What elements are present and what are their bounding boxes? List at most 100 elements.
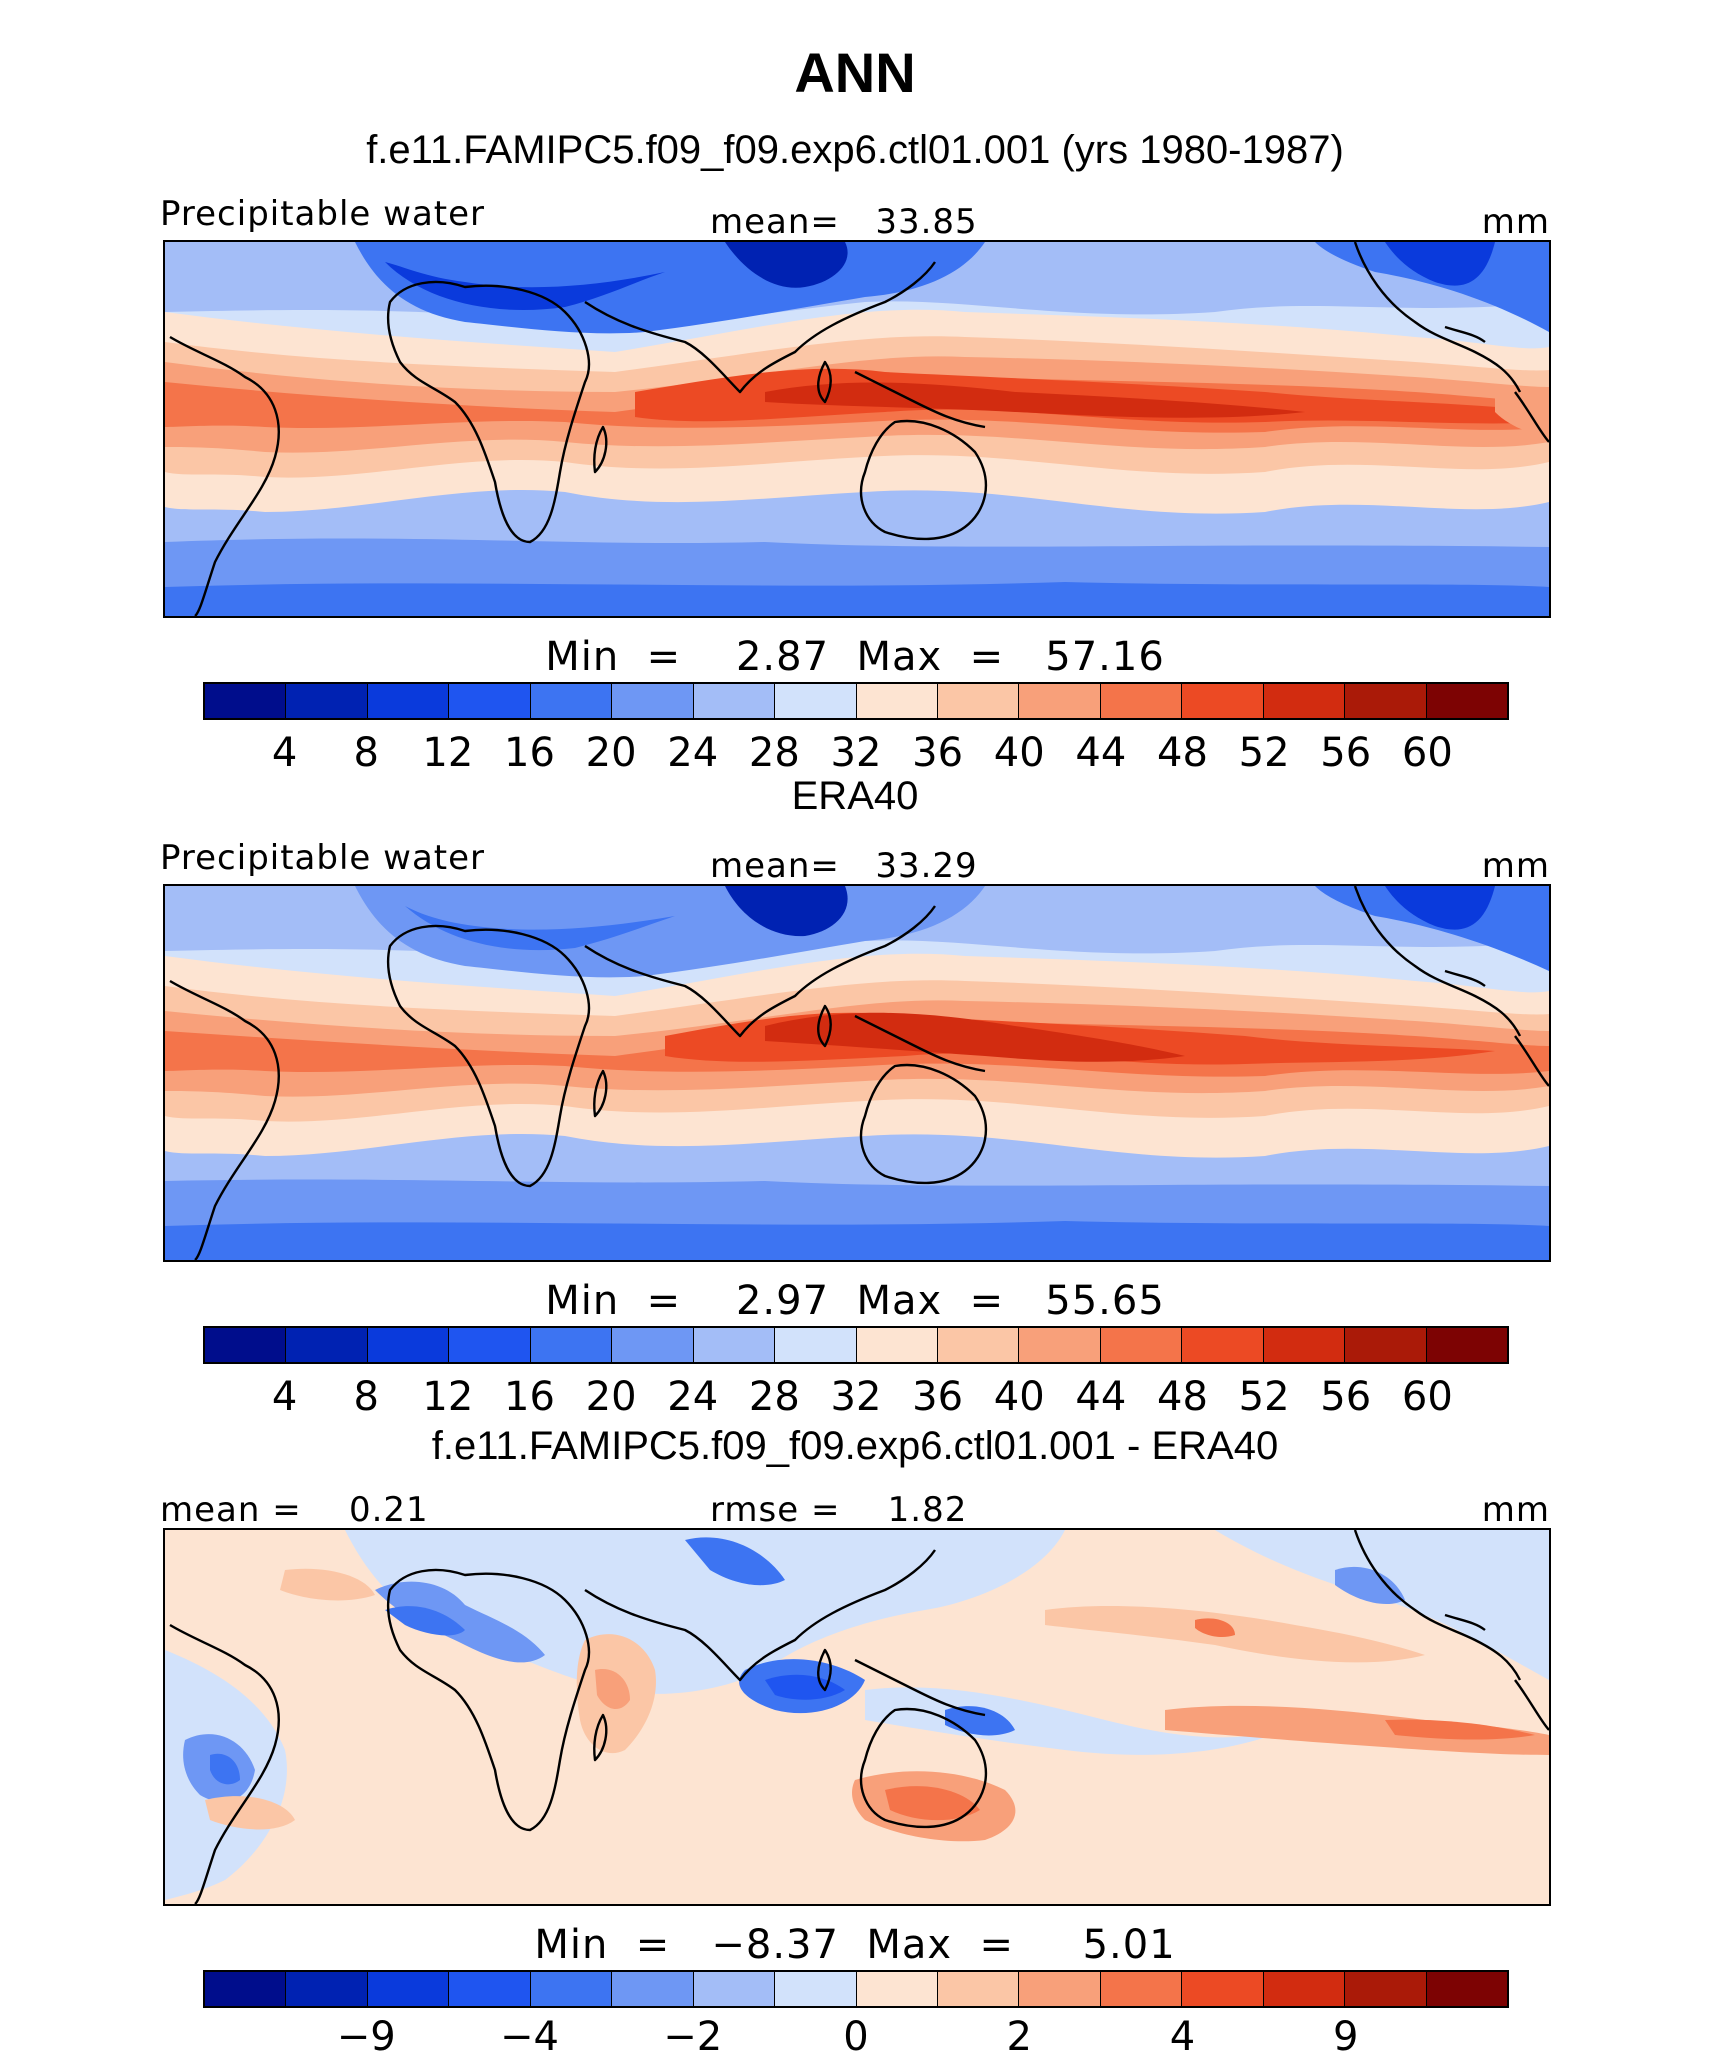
panel-3-title: f.e11.FAMIPC5.f09_f09.exp6.ctl01.001 - E… [431, 1424, 1279, 1468]
panel-1-minmax: Min = 2.87 Max = 57.16 [545, 634, 1165, 680]
colorbar-box [1426, 684, 1507, 718]
colorbar-box [856, 1972, 938, 2006]
panel-2-minmax: Min = 2.97 Max = 55.65 [545, 1278, 1165, 1324]
colorbar-box [1019, 1972, 1101, 2006]
colorbar-tick-label: −9 [336, 2014, 396, 2060]
colorbar-tick-label: 16 [504, 1374, 555, 1420]
colorbar-box [1182, 1972, 1264, 2006]
colorbar-box [286, 684, 368, 718]
panel-2-mean-label: mean= 33.29 [710, 846, 978, 886]
colorbar-box [856, 684, 938, 718]
colorbar-tick-label: 28 [748, 730, 800, 776]
colorbar-tick-label: 44 [1075, 730, 1127, 776]
panel-3-units: mm [1481, 1490, 1550, 1530]
colorbar-tick-label: 48 [1157, 1374, 1208, 1420]
colorbar-tick-label: 60 [1401, 1374, 1453, 1420]
colorbar-tick-label: 56 [1320, 730, 1372, 776]
colorbar-box [205, 1972, 287, 2006]
colorbar-box [530, 1972, 613, 2006]
colorbar-tick-label: −2 [663, 2014, 723, 2060]
panel-2-units: mm [1481, 846, 1550, 886]
colorbar-box [205, 1328, 287, 1362]
colorbar-box [1100, 684, 1183, 718]
colorbar-tick-label: 56 [1320, 1374, 1372, 1420]
colorbar-tick-label: 9 [1333, 2014, 1359, 2060]
colorbar-box [286, 1972, 368, 2006]
colorbar-box [286, 1328, 368, 1362]
panel-3-colorbar [203, 1970, 1509, 2008]
colorbar-tick-label: 16 [504, 730, 555, 776]
colorbar-tick-label: 0 [843, 2014, 869, 2060]
colorbar-tick-label: 4 [271, 730, 298, 776]
colorbar-tick-label: 8 [353, 730, 379, 776]
colorbar-tick-label: 12 [422, 1374, 474, 1420]
colorbar-tick-label: −4 [500, 2014, 559, 2060]
panel-1-colorbar [203, 682, 1509, 720]
colorbar-box [693, 1328, 776, 1362]
colorbar-tick-label: 24 [667, 1374, 719, 1420]
main-title: ANN [794, 41, 916, 104]
colorbar-box [367, 1972, 450, 2006]
panel-3-minmax: Min = −8.37 Max = 5.01 [534, 1922, 1176, 1968]
colorbar-tick-label: 36 [912, 730, 964, 776]
colorbar-tick-label: 8 [353, 1374, 379, 1420]
colorbar-box [612, 684, 694, 718]
colorbar-box [1019, 684, 1101, 718]
colorbar-box [937, 684, 1020, 718]
colorbar-box [449, 684, 531, 718]
panel-1-units: mm [1481, 202, 1550, 242]
colorbar-box [1182, 1328, 1264, 1362]
colorbar-box [1263, 1328, 1346, 1362]
colorbar-tick-label: 28 [748, 1374, 800, 1420]
colorbar-box [612, 1972, 694, 2006]
colorbar-box [1263, 1972, 1346, 2006]
colorbar-box [937, 1972, 1020, 2006]
panel-1-map [163, 240, 1551, 618]
colorbar-tick-label: 24 [667, 730, 719, 776]
colorbar-tick-label: 32 [830, 1374, 882, 1420]
colorbar-box [693, 684, 776, 718]
colorbar-box [775, 684, 857, 718]
colorbar-tick-label: 52 [1238, 1374, 1290, 1420]
colorbar-tick-label: 32 [830, 730, 882, 776]
colorbar-box [205, 684, 287, 718]
colorbar-box [612, 1328, 694, 1362]
colorbar-tick-label: 52 [1238, 730, 1290, 776]
colorbar-tick-label: 12 [422, 730, 474, 776]
panel-2-title: ERA40 [791, 774, 919, 818]
panel-1-title: f.e11.FAMIPC5.f09_f09.exp6.ctl01.001 (yr… [366, 128, 1344, 172]
colorbar-box [1263, 684, 1346, 718]
colorbar-tick-label: 40 [993, 730, 1045, 776]
colorbar-tick-label: 2 [1006, 2014, 1032, 2060]
colorbar-box [449, 1972, 531, 2006]
colorbar-box [1100, 1328, 1183, 1362]
panel-3-mean-label: mean = 0.21 [160, 1490, 429, 1530]
colorbar-tick-label: 48 [1157, 730, 1208, 776]
colorbar-box [1019, 1328, 1101, 1362]
colorbar-box [1426, 1972, 1507, 2006]
colorbar-box [367, 1328, 450, 1362]
colorbar-box [775, 1972, 857, 2006]
colorbar-tick-label: 40 [993, 1374, 1045, 1420]
colorbar-box [530, 684, 613, 718]
panel-2-colorbar [203, 1326, 1509, 1364]
colorbar-box [937, 1328, 1020, 1362]
colorbar-box [856, 1328, 938, 1362]
panel-1-variable-label: Precipitable water [160, 194, 486, 234]
colorbar-tick-label: 4 [271, 1374, 298, 1420]
colorbar-box [1345, 1328, 1427, 1362]
colorbar-box [1426, 1328, 1507, 1362]
colorbar-box [1345, 684, 1427, 718]
colorbar-tick-label: 20 [585, 1374, 637, 1420]
panel-3-map [163, 1528, 1551, 1906]
colorbar-box [367, 684, 450, 718]
colorbar-box [530, 1328, 613, 1362]
colorbar-box [1182, 684, 1264, 718]
panel-3-rmse-label: rmse = 1.82 [710, 1490, 968, 1530]
colorbar-box [1100, 1972, 1183, 2006]
panel-2-map [163, 884, 1551, 1262]
colorbar-tick-label: 36 [912, 1374, 964, 1420]
colorbar-box [1345, 1972, 1427, 2006]
colorbar-tick-label: 44 [1075, 1374, 1127, 1420]
panel-2-variable-label: Precipitable water [160, 838, 486, 878]
